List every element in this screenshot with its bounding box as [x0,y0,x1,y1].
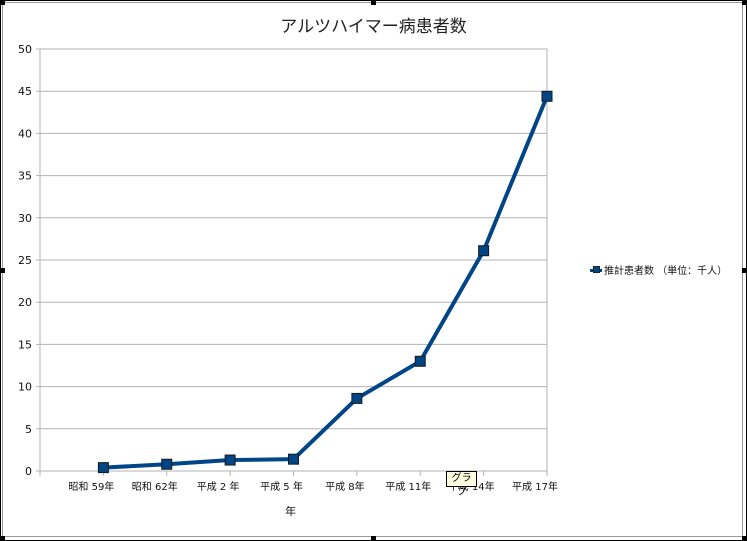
y-tick-label: 45 [18,85,32,98]
y-tick-label: 35 [18,170,32,183]
data-point [351,392,363,404]
resize-handle-left[interactable] [0,268,5,273]
data-point [541,90,553,102]
y-tick-label: 40 [18,127,32,140]
x-tick-label: 昭和 59年 [68,480,114,493]
y-tick-label: 5 [25,423,32,436]
resize-handle-top-left[interactable] [0,0,5,5]
legend-label: 推計患者数 （単位：千人） [604,266,728,277]
resize-handle-right[interactable] [742,268,747,273]
x-tick-label: 平成 2 年 [197,480,240,493]
x-tick-label: 昭和 62年 [132,480,178,493]
data-point [224,454,236,466]
resize-handle-top[interactable] [371,0,376,5]
x-tick-label: 平成 11年 [385,480,431,493]
chart-title: アルツハイマー病患者数 [280,17,467,37]
y-tick-label: 25 [18,254,32,267]
data-point [288,453,299,465]
resize-handle-bottom-right[interactable] [742,536,747,541]
series-line [103,95,549,470]
y-tick-label: 50 [18,43,32,56]
y-tick-label: 30 [18,212,32,225]
y-tick-label: 10 [18,381,32,394]
x-tick-label: 平成 17年 [512,480,558,493]
resize-handle-bottom-left[interactable] [0,536,5,541]
x-tick-label: 平成 8年 [325,480,365,493]
resize-handle-bottom[interactable] [371,536,376,541]
x-tick-label: 平成 5 年 [260,480,303,493]
y-tick-label: 0 [25,465,32,478]
data-point [97,462,109,474]
data-point [478,245,490,257]
x-axis-label: 年 [285,505,296,518]
data-point [414,355,426,367]
y-tick-label: 20 [18,296,32,309]
data-point [161,458,173,470]
legend-marker-icon [590,265,602,274]
y-tick-label: 15 [18,338,32,351]
legend: 推計患者数 （単位：千人） [590,262,727,277]
resize-handle-top-right[interactable] [742,0,747,5]
tooltip: グラフ [446,471,477,498]
